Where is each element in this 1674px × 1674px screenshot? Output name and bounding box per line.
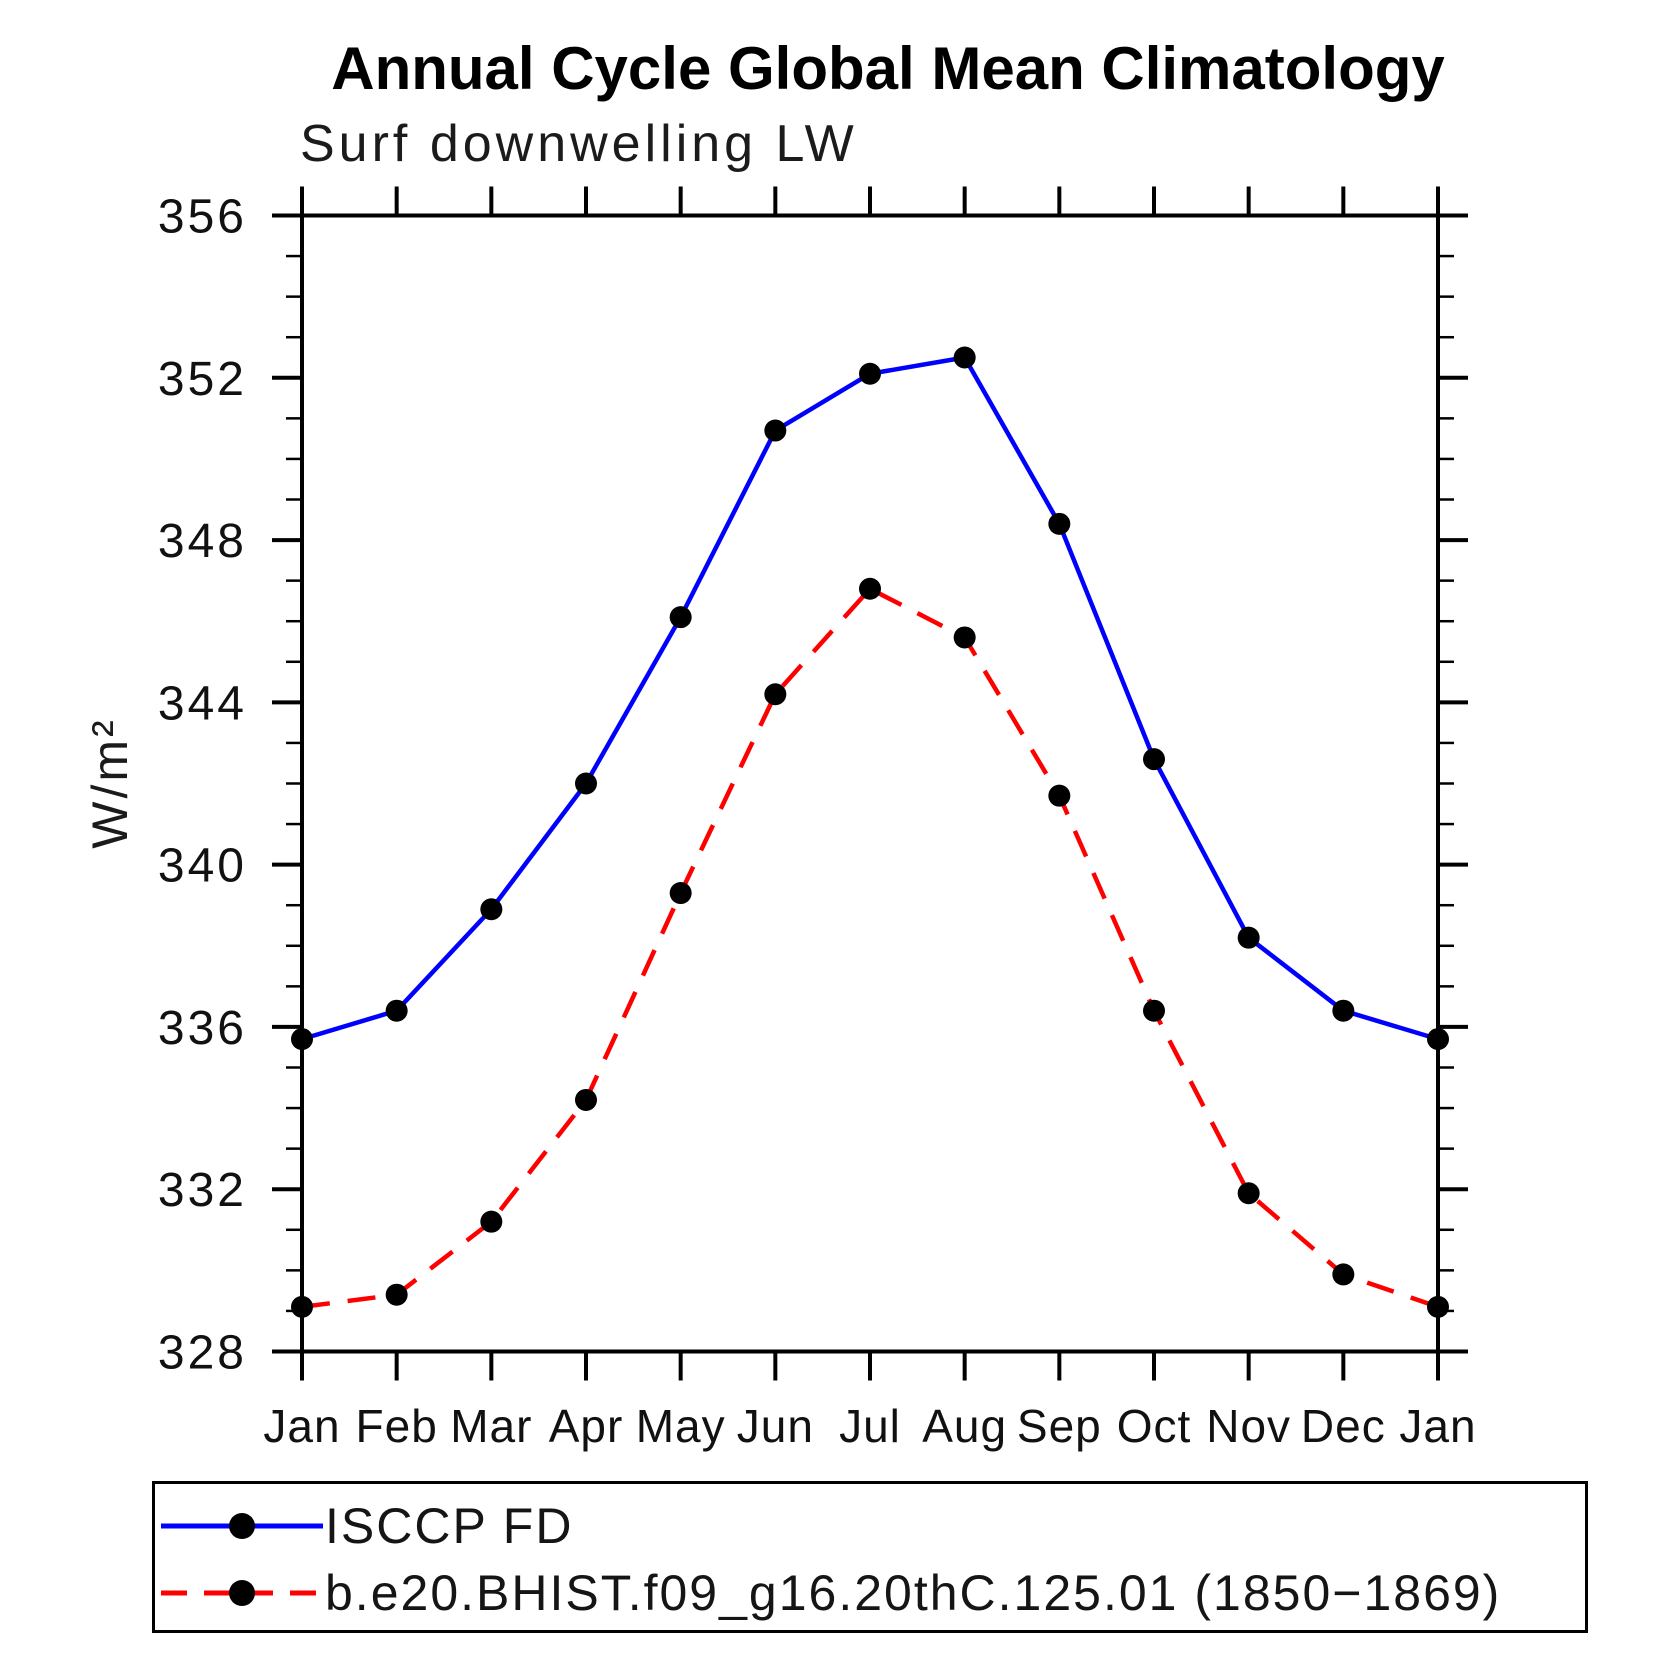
legend-item-isccp-fd: ISCCP FD (159, 1497, 573, 1555)
chart-subtitle: Surf downwelling LW (300, 115, 858, 173)
y-tick-label: 344 (158, 677, 247, 730)
legend-solid-line-icon (161, 1513, 323, 1539)
legend-dashed-line-icon (161, 1580, 323, 1606)
data-point-marker (480, 898, 503, 921)
data-point-marker (1143, 999, 1165, 1022)
legend-item-model-run: b.e20.BHIST.f09_g16.20thC.125.01 (1850−1… (159, 1564, 1501, 1622)
data-point-marker (859, 362, 881, 385)
legend-sample-marker (229, 1580, 255, 1606)
x-tick-label: Jun (737, 1400, 814, 1452)
y-tick-label: 352 (158, 353, 247, 406)
x-tick-label: Oct (1117, 1400, 1192, 1452)
data-point-marker (953, 626, 976, 649)
x-tick-label: Nov (1206, 1400, 1291, 1452)
data-point-marker (1237, 926, 1260, 949)
legend-label-model-run: b.e20.BHIST.f09_g16.20thC.125.01 (1850−1… (325, 1565, 1502, 1621)
legend-label-isccp-fd: ISCCP FD (325, 1498, 574, 1554)
x-tick-label: Sep (1017, 1400, 1102, 1452)
data-point-marker (1332, 999, 1355, 1022)
data-point-marker (385, 999, 408, 1022)
data-point-marker (1143, 748, 1165, 771)
legend-box: ISCCP FD b.e20.BHIST.f09_g16.20thC.125.0… (152, 1481, 1588, 1633)
data-point-marker (669, 882, 692, 905)
data-point-marker (291, 1295, 313, 1318)
chart-title: Annual Cycle Global Mean Climatology (331, 35, 1445, 102)
x-tick-label: Feb (356, 1400, 438, 1452)
x-tick-label: May (636, 1400, 726, 1452)
data-point-marker (291, 1028, 313, 1051)
y-tick-label: 332 (158, 1164, 247, 1217)
x-tick-label: Aug (922, 1400, 1007, 1452)
data-point-marker (953, 346, 976, 369)
x-tick-label: Mar (450, 1400, 532, 1452)
x-tick-label: Jul (839, 1400, 901, 1452)
y-tick-label: 340 (158, 840, 247, 893)
data-point-marker (480, 1210, 503, 1233)
data-point-marker (764, 419, 787, 442)
data-point-marker (1427, 1295, 1449, 1318)
series-line-model-run (301, 586, 1439, 1310)
data-point-marker (1048, 512, 1071, 535)
y-tick-label: 328 (158, 1327, 247, 1380)
x-tick-label: Jan (263, 1400, 340, 1452)
x-tick-label: Apr (549, 1400, 624, 1452)
x-tick-label: Jan (1399, 1400, 1476, 1452)
data-point-marker (1427, 1028, 1449, 1051)
data-point-marker (1237, 1182, 1260, 1205)
series-line-isccp-fd (301, 355, 1439, 1042)
data-point-marker (1332, 1263, 1355, 1286)
x-tick-label: Dec (1301, 1400, 1386, 1452)
plot-frame (300, 213, 1440, 1354)
data-point-marker (764, 683, 787, 706)
data-point-marker (669, 606, 692, 629)
legend-sample-marker (229, 1513, 255, 1539)
y-tick-label: 356 (158, 191, 247, 244)
data-point-marker (859, 577, 881, 600)
data-point-marker (1048, 784, 1071, 807)
data-point-marker (385, 1283, 408, 1306)
data-point-marker (575, 1088, 597, 1111)
y-tick-label: 348 (158, 515, 247, 568)
data-point-marker (575, 772, 597, 795)
y-tick-label: 336 (158, 1002, 247, 1055)
